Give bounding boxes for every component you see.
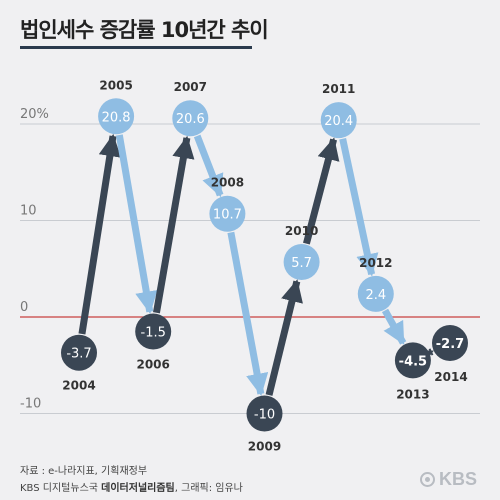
credit-prefix: KBS 디지털뉴스국 — [20, 483, 98, 494]
trend-arrow — [115, 134, 158, 314]
kbs-logo-text: KBS — [439, 469, 478, 489]
y-tick-label: 0 — [20, 300, 28, 315]
data-point — [98, 98, 135, 135]
year-label: 2010 — [285, 224, 318, 238]
y-tick-label: 10 — [20, 204, 37, 219]
value-label: -4.5 — [399, 354, 427, 369]
arrow-layer — [78, 133, 434, 397]
data-point — [135, 313, 172, 350]
credit-team: 데이터저널리즘팀 — [101, 483, 175, 494]
value-label: 20.6 — [176, 112, 205, 127]
year-label: 2004 — [62, 379, 95, 393]
title-underline — [20, 46, 252, 49]
value-label: -1.5 — [141, 325, 166, 340]
trend-arrow — [153, 135, 195, 314]
year-label: 2007 — [174, 80, 207, 94]
value-label: 10.7 — [213, 208, 242, 223]
value-label: 20.8 — [102, 110, 131, 125]
year-label: 2006 — [136, 357, 169, 371]
year-label: 2013 — [396, 387, 429, 401]
trend-arrow — [78, 133, 121, 335]
data-point — [246, 395, 283, 432]
data-point — [357, 275, 394, 312]
year-label: 2008 — [211, 176, 244, 190]
year-label: 2011 — [322, 82, 355, 96]
year-label: 2005 — [99, 78, 132, 92]
credit-note: KBS 디지털뉴스국 데이터저널리즘팀, 그래픽: 임유나 — [20, 479, 243, 494]
value-label: -10 — [254, 408, 275, 423]
kbs-logo-icon — [420, 472, 435, 487]
value-label: 5.7 — [291, 256, 312, 271]
chart-title: 법인세수 증감률 10년간 추이 — [20, 18, 269, 42]
trend-arrow — [408, 348, 434, 371]
data-point — [394, 342, 431, 379]
data-point — [283, 243, 320, 280]
trend-arrow — [227, 231, 269, 397]
trend-arrow — [303, 137, 340, 245]
trend-arrow — [193, 134, 224, 198]
y-tick-label: -10 — [20, 397, 41, 412]
value-label: -3.7 — [66, 347, 91, 362]
value-label: 20.4 — [324, 114, 353, 129]
data-point — [209, 195, 246, 232]
source-note: 자료 : e-나라지표, 기획재정부 — [20, 466, 148, 477]
trend-arrow — [339, 137, 379, 277]
data-point — [172, 100, 209, 137]
trend-arrow — [381, 308, 407, 345]
data-point — [432, 325, 468, 362]
year-label: 2012 — [359, 256, 392, 270]
credit-suffix: , 그래픽: 임유나 — [174, 483, 243, 494]
kbs-logo: KBS — [420, 469, 477, 490]
value-label: 2.4 — [365, 288, 386, 303]
data-point — [61, 334, 97, 371]
data-point — [320, 102, 357, 139]
year-label: 2009 — [248, 440, 281, 454]
year-label: 2014 — [434, 370, 467, 384]
value-label: -2.7 — [436, 337, 464, 352]
trend-arrow — [265, 279, 303, 396]
y-tick-label: 20% — [20, 107, 49, 122]
point-layer: -3.7 2004 20.8 2005 -1.5 2006 20.6 2007 10.7 2008… — [61, 78, 468, 454]
